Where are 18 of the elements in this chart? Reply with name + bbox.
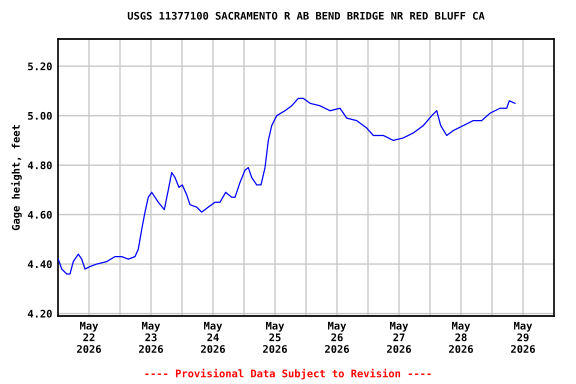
x-tick-label: May 26 2026 <box>325 322 349 353</box>
x-tick-label: May 25 2026 <box>263 322 287 353</box>
text: ---- Provisional Data Subject to Revision ---- <box>145 368 431 380</box>
y-tick-label: 5.00 <box>28 112 52 120</box>
y-tick-label: 4.20 <box>28 310 52 318</box>
y-tick-label: 4.80 <box>28 161 52 170</box>
x-tick-label: May 22 2026 <box>77 322 101 353</box>
x-tick-label: May 27 2026 <box>387 322 411 353</box>
x-tick-label: May 24 2026 <box>201 322 225 353</box>
x-tick-label: May 29 2026 <box>511 322 535 353</box>
y-tick-label: 5.20 <box>28 62 52 70</box>
y-tick-label: 4.60 <box>28 210 52 219</box>
x-tick-label: May 28 2026 <box>449 322 473 353</box>
chart-title: USGS 11377100 SACRAMENTO R AB BEND BRIDGE NR RED BLUFF CA <box>128 12 485 20</box>
x-tick-label: May 23 2026 <box>139 322 163 353</box>
line-series <box>58 98 516 275</box>
y-axis-title: Gage height, feet <box>11 125 22 230</box>
y-tick-label: 4.40 <box>28 260 52 268</box>
